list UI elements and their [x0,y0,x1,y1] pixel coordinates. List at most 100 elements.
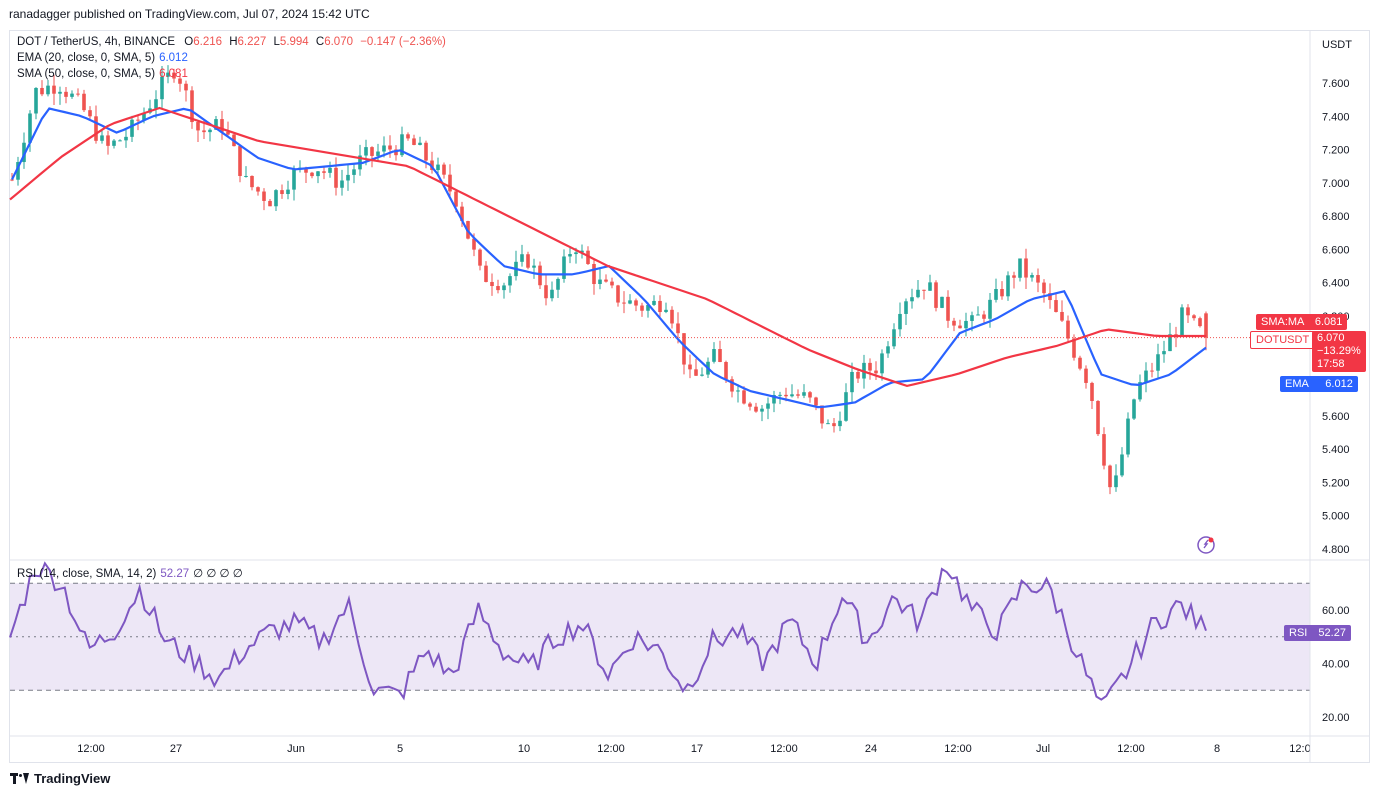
candle [1042,279,1046,303]
pair-badge-label: DOTUSDT [1256,334,1310,346]
candle [964,312,968,337]
candle [640,302,644,317]
l-value: 5.994 [279,36,309,48]
candle [418,136,422,146]
candle [928,274,932,291]
price-tick-5: 6.600 [1322,244,1350,256]
candle [760,405,764,422]
candle [670,306,674,329]
candle [160,65,164,110]
legend-ema[interactable]: EMA (20, close, 0, SMA, 5) 6.012 [17,50,188,66]
pair-badge: DOTUSDT [1250,331,1316,349]
rsi-line [9,561,1207,701]
candle [526,251,530,270]
candle [1018,258,1022,282]
candle [802,384,806,399]
candle [1180,304,1184,337]
candle [1024,248,1028,290]
h-label: H [229,36,238,48]
price-tick-13: 5.000 [1322,511,1350,523]
currency-label[interactable]: USDT [1322,39,1352,51]
candle [532,258,536,279]
candle [268,199,272,207]
candle [286,180,290,200]
candle [1108,464,1112,495]
symbol-name[interactable]: DOT / TetherUS, 4h, BINANCE [17,36,176,48]
candle [370,146,374,168]
candle [916,280,920,299]
candle [1090,381,1094,409]
candle [610,277,614,289]
candle [838,411,842,432]
candle [652,295,656,306]
candle [598,268,602,290]
ema-legend-value: 6.012 [159,52,188,64]
candle [1060,300,1064,322]
price-badge-value: 6.070 [1317,332,1345,344]
alert-icon[interactable] [1197,536,1215,554]
legend-rsi[interactable]: RSI (14, close, SMA, 14, 2) 52.27 ∅ ∅ ∅ ∅ [17,566,243,582]
candle [406,132,410,141]
rsi-tick-0: 60.00 [1322,605,1350,617]
c-value: 6.070 [324,36,353,48]
candle [940,296,944,309]
candle [322,166,326,180]
ema-line [11,107,1207,409]
rsi-label: RSI (14, close, SMA, 14, 2) [17,568,157,580]
price-badge-pct: −13.29% [1317,345,1361,357]
candle [1162,340,1166,363]
candle [688,354,692,379]
legend-sma[interactable]: SMA (50, close, 0, SMA, 5) 6.081 [17,66,188,82]
candle [502,282,506,299]
tradingview-logo[interactable]: TradingView [10,771,110,786]
candle [52,74,56,105]
candle [1102,427,1106,470]
time-tick-10: Jul [1036,743,1050,755]
candle [304,166,308,183]
candle [292,165,296,201]
time-tick-2: Jun [287,743,305,755]
candle [100,129,104,144]
price-tick-14: 4.800 [1322,544,1350,556]
candle [190,86,194,129]
candle [562,249,566,283]
candle [76,88,80,97]
candle [682,333,686,375]
candle [478,248,482,271]
candle [1156,343,1160,380]
candle [946,290,950,328]
candle [1048,283,1052,309]
candles [10,65,1208,495]
candle [184,80,188,102]
candle [316,170,320,184]
candle [766,397,770,420]
candle [790,384,794,398]
candle [1204,311,1208,351]
candle [1120,447,1124,478]
candle [220,110,224,140]
candle [1096,400,1100,436]
candle [712,342,716,364]
candle [754,402,758,413]
candle [436,157,440,175]
candle [484,261,488,283]
candle [1054,293,1058,313]
time-tick-5: 12:00 [597,743,625,755]
candle [580,244,584,259]
time-tick-13: 12:0 [1289,743,1310,755]
candle [328,161,332,178]
sma-legend-value: 6.081 [159,68,188,80]
candle [352,163,356,184]
candle [22,132,26,169]
sma-line [9,106,1206,388]
candle [112,138,116,149]
candle [124,128,128,148]
candle [814,396,818,411]
candle [808,390,812,403]
candle [1006,271,1010,301]
candle [844,383,848,422]
candle [1126,412,1130,458]
candle [826,419,830,425]
candle [208,128,212,142]
